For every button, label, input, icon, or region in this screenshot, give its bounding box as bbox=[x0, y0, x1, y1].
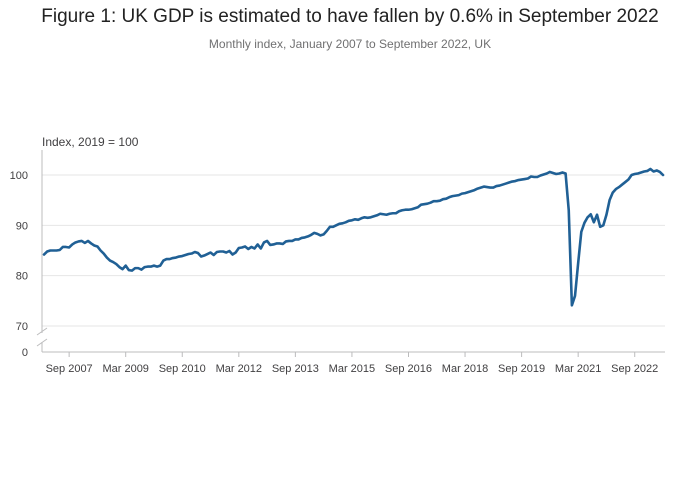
axis-break-mark-top bbox=[36, 327, 48, 336]
y-tick-label: 70 bbox=[16, 321, 28, 333]
y-tick-label: 100 bbox=[10, 170, 28, 182]
chart-subtitle: Monthly index, January 2007 to September… bbox=[208, 37, 492, 51]
x-axis-ticks: Sep 2007 Mar 2009 Sep 2010 Mar 2012 Sep 2013… bbox=[46, 352, 658, 375]
y-axis-ticks: 100 90 80 70 0 bbox=[10, 170, 28, 359]
y-tick-label: 90 bbox=[16, 220, 28, 232]
x-tick-label: Mar 2009 bbox=[102, 363, 148, 375]
grid-lines bbox=[42, 174, 665, 327]
x-tick-label: Mar 2021 bbox=[555, 363, 601, 375]
y-tick-label: 80 bbox=[16, 271, 28, 283]
y-tick-label-zero: 0 bbox=[22, 347, 28, 359]
axis-break-mark-bottom bbox=[36, 338, 48, 347]
gdp-series-line bbox=[42, 167, 665, 307]
x-tick-label: Sep 2007 bbox=[46, 363, 93, 375]
x-tick-label: Mar 2018 bbox=[442, 363, 488, 375]
x-tick-label: Sep 2019 bbox=[498, 363, 545, 375]
x-tick-label: Sep 2013 bbox=[272, 363, 319, 375]
y-axis-label: Index, 2019 = 100 bbox=[42, 135, 139, 149]
chart-title: Figure 1: UK GDP is estimated to have fa… bbox=[41, 6, 659, 27]
x-tick-label: Mar 2015 bbox=[329, 363, 375, 375]
x-tick-label: Sep 2016 bbox=[385, 363, 432, 375]
x-tick-label: Sep 2022 bbox=[611, 363, 658, 375]
x-tick-label: Mar 2012 bbox=[216, 363, 262, 375]
axes bbox=[36, 150, 665, 353]
x-tick-label: Sep 2010 bbox=[159, 363, 206, 375]
